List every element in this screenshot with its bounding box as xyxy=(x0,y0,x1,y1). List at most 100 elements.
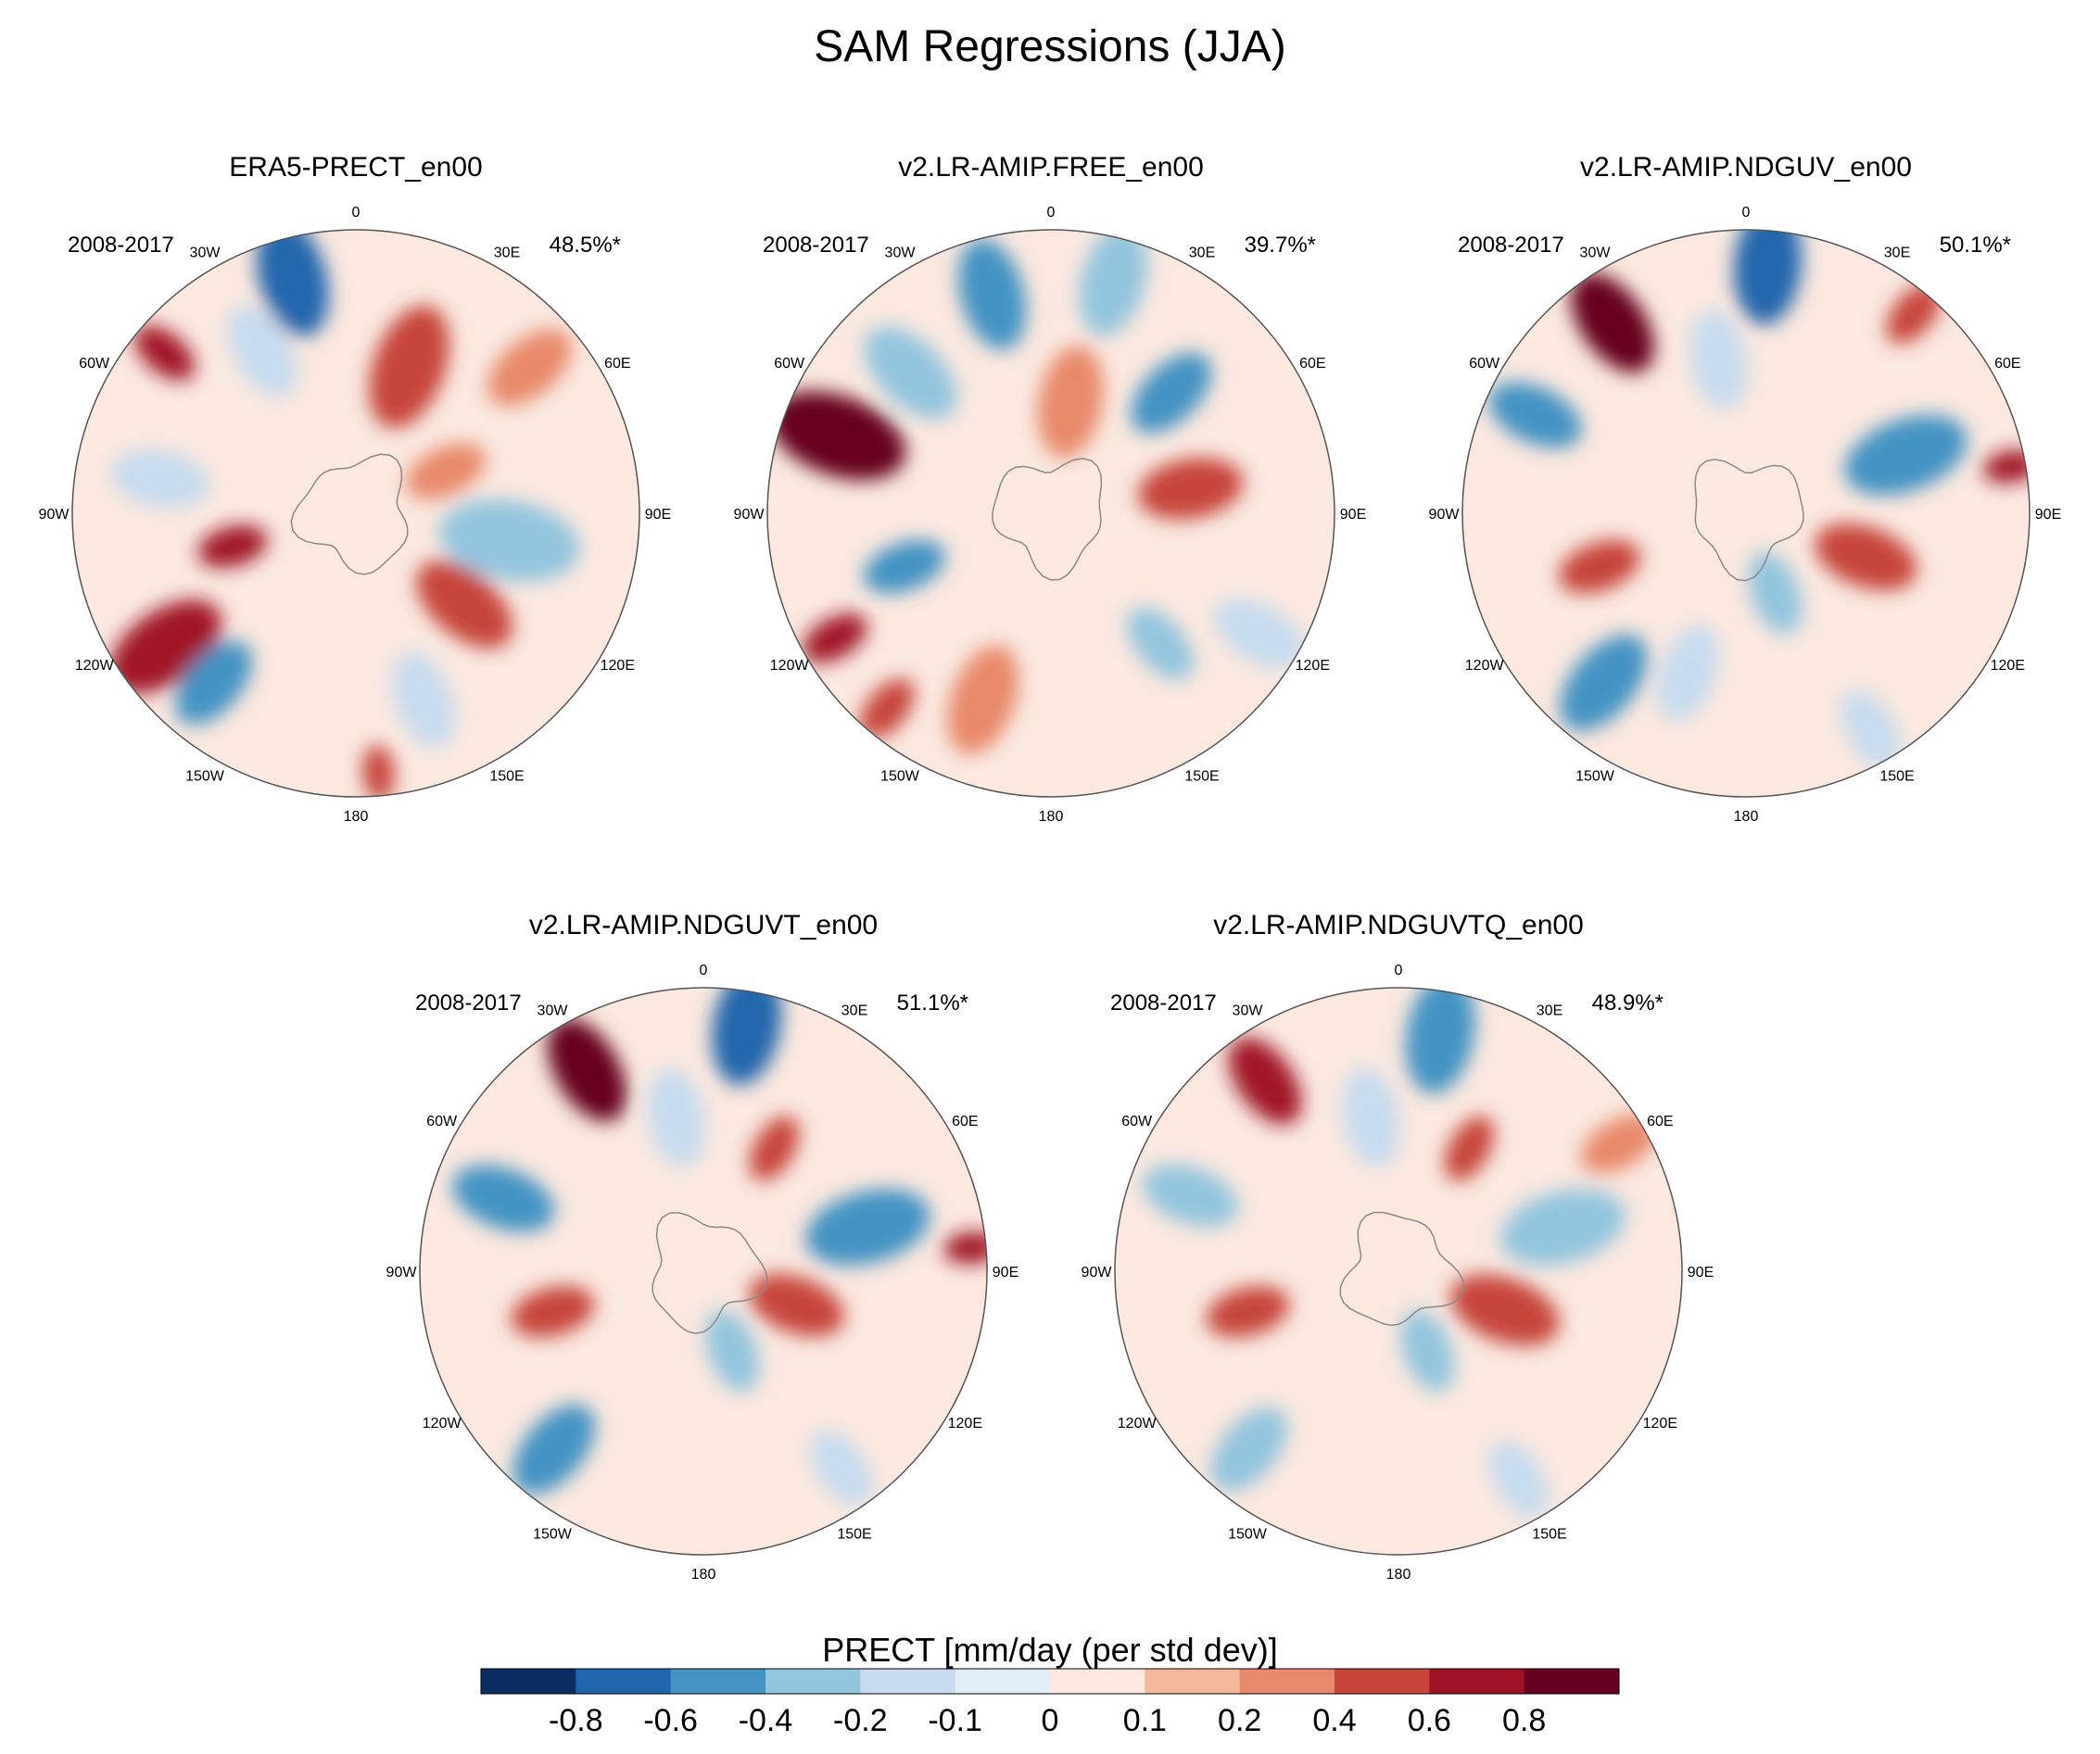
anomaly-negative-4 xyxy=(957,238,1027,350)
anomaly-negative-13 xyxy=(392,651,455,748)
antarctica-coastline xyxy=(1694,459,1804,582)
longitude-label: 120E xyxy=(1643,1416,1677,1432)
colorbar-frame xyxy=(480,1668,1620,1695)
anomaly-negative-10 xyxy=(705,1310,760,1393)
colorbar-title: PRECT [mm/day (per std dev)] xyxy=(822,1631,1277,1669)
period-label: 2008-2017 xyxy=(1458,233,1564,258)
colorbar-tick-label: 0 xyxy=(1042,1703,1059,1738)
map-panel-1: 0 30E 60E 90E 120E 150E 180 150W 120W 90W 60W 30W ER… xyxy=(39,152,672,825)
anomaly-positive-1 xyxy=(769,391,906,481)
antarctica-coastline xyxy=(992,458,1103,581)
colorbar-boxes xyxy=(480,1668,1620,1695)
longitude-label: 60W xyxy=(79,356,110,372)
map-panel-3: 0 30E 60E 90E 120E 150E 180 150W 120W 90W 60W 30W v2… xyxy=(1429,152,2062,825)
anomaly-blobs xyxy=(1488,230,2030,768)
anomaly-positive-1 xyxy=(1228,1037,1302,1125)
longitude-label: 180 xyxy=(1039,809,1064,825)
longitude-label: 90E xyxy=(1688,1265,1714,1281)
colorbar-tick-label: 0.1 xyxy=(1123,1703,1167,1738)
anomaly-negative-6 xyxy=(1560,635,1648,731)
colorbar-box xyxy=(955,1669,1051,1694)
longitude-label: 60E xyxy=(1647,1114,1673,1129)
anomaly-positive-1 xyxy=(547,1017,627,1122)
longitude-label: 30W xyxy=(1580,246,1612,261)
longitude-label: 60E xyxy=(1994,356,2020,372)
colorbar-tick-label: -0.6 xyxy=(643,1703,698,1738)
longitude-label: 60E xyxy=(952,1114,978,1129)
colorbar-tick-label: -0.8 xyxy=(549,1703,603,1738)
colorbar-box xyxy=(1050,1669,1145,1694)
anomaly-positive-5 xyxy=(1815,524,1917,591)
longitude-label: 150W xyxy=(1228,1526,1268,1542)
anomaly-blobs xyxy=(108,230,580,797)
field-background xyxy=(420,988,987,1555)
anomaly-positive-8 xyxy=(1886,283,1942,344)
longitude-label: 30W xyxy=(885,246,917,261)
colorbar-box xyxy=(670,1669,766,1694)
colorbar-box xyxy=(1335,1669,1430,1694)
anomaly-negative-3 xyxy=(1143,1164,1239,1227)
variance-label: 51.1%* xyxy=(897,991,968,1016)
anomaly-negative-2 xyxy=(1405,988,1475,1094)
anomaly-positive-13 xyxy=(859,678,915,739)
map-boundary xyxy=(419,987,988,1556)
panel-title: v2.LR-AMIP.FREE_en00 xyxy=(898,152,1204,183)
anomaly-positive-5 xyxy=(1450,1274,1560,1346)
longitude-label: 90W xyxy=(386,1265,418,1281)
longitude-label: 30E xyxy=(1537,1003,1562,1019)
anomaly-positive-8 xyxy=(197,524,268,568)
colorbar-box xyxy=(576,1669,672,1694)
longitude-label: 150W xyxy=(185,768,225,784)
anomaly-negative-11 xyxy=(810,1431,873,1507)
longitude-label: 150E xyxy=(1532,1526,1566,1542)
variance-label: 39.7%* xyxy=(1245,233,1316,258)
longitude-label: 180 xyxy=(691,1567,716,1583)
figure-title: SAM Regressions (JJA) xyxy=(814,22,1285,71)
longitude-label: 120E xyxy=(1991,658,2025,674)
map-panel-5: 0 30E 60E 90E 120E 150E 180 150W 120W 90W 60W 30W v2… xyxy=(1082,910,1714,1583)
field-background xyxy=(1462,230,2030,797)
anomaly-positive-9 xyxy=(134,325,196,381)
longitude-label: 0 xyxy=(1395,963,1403,978)
anomaly-negative-1 xyxy=(256,230,329,337)
longitude-label: 180 xyxy=(1386,1567,1411,1583)
precip-field xyxy=(420,988,987,1555)
colorbar-box xyxy=(1524,1669,1620,1694)
longitude-label: 30W xyxy=(538,1003,569,1019)
anomaly-negative-4 xyxy=(805,1189,930,1266)
colorbar-box xyxy=(860,1669,956,1694)
anomaly-positive-14 xyxy=(487,329,572,407)
longitude-label: 120W xyxy=(423,1416,462,1432)
longitude-label: 60W xyxy=(1469,356,1500,372)
anomaly-negative-7 xyxy=(1079,230,1148,336)
anomaly-positive-10 xyxy=(362,744,395,797)
anomaly-negative-6 xyxy=(1210,1407,1288,1492)
anomaly-positive-8 xyxy=(1137,458,1244,520)
longitude-label: 180 xyxy=(344,809,369,825)
colorbar-tick-label: 0.8 xyxy=(1502,1703,1546,1738)
longitude-label: 60W xyxy=(774,356,805,372)
longitude-label: 150W xyxy=(880,768,920,784)
variance-label: 48.9%* xyxy=(1592,991,1664,1016)
precip-field xyxy=(1462,230,2030,797)
longitude-label: 120W xyxy=(75,658,115,674)
longitude-label: 30E xyxy=(1189,246,1215,261)
anomaly-negative-6 xyxy=(1131,352,1212,434)
field-background xyxy=(1115,988,1682,1555)
anomaly-negative-11 xyxy=(1656,625,1719,721)
colorbar-box xyxy=(481,1669,576,1694)
longitude-label: 0 xyxy=(352,205,361,221)
anomaly-positive-2 xyxy=(1571,272,1655,373)
panel-title: v2.LR-AMIP.NDGUV_en00 xyxy=(1580,152,1912,183)
colorbar-box xyxy=(1145,1669,1241,1694)
anomaly-negative-2 xyxy=(227,306,297,397)
longitude-label: 90W xyxy=(734,507,765,523)
variance-label: 48.5%* xyxy=(550,233,621,258)
anomaly-blobs xyxy=(769,230,1305,754)
anomaly-blobs xyxy=(452,988,987,1507)
map-panel-4: 0 30E 60E 90E 120E 150E 180 150W 120W 90W 60W 30W v2… xyxy=(386,910,1019,1583)
panel-title: v2.LR-AMIP.NDGUVT_en00 xyxy=(529,910,878,940)
colorbar-tick-label: -0.2 xyxy=(833,1703,888,1738)
longitude-label: 60W xyxy=(1121,1114,1153,1129)
longitude-label: 150W xyxy=(1575,768,1615,784)
